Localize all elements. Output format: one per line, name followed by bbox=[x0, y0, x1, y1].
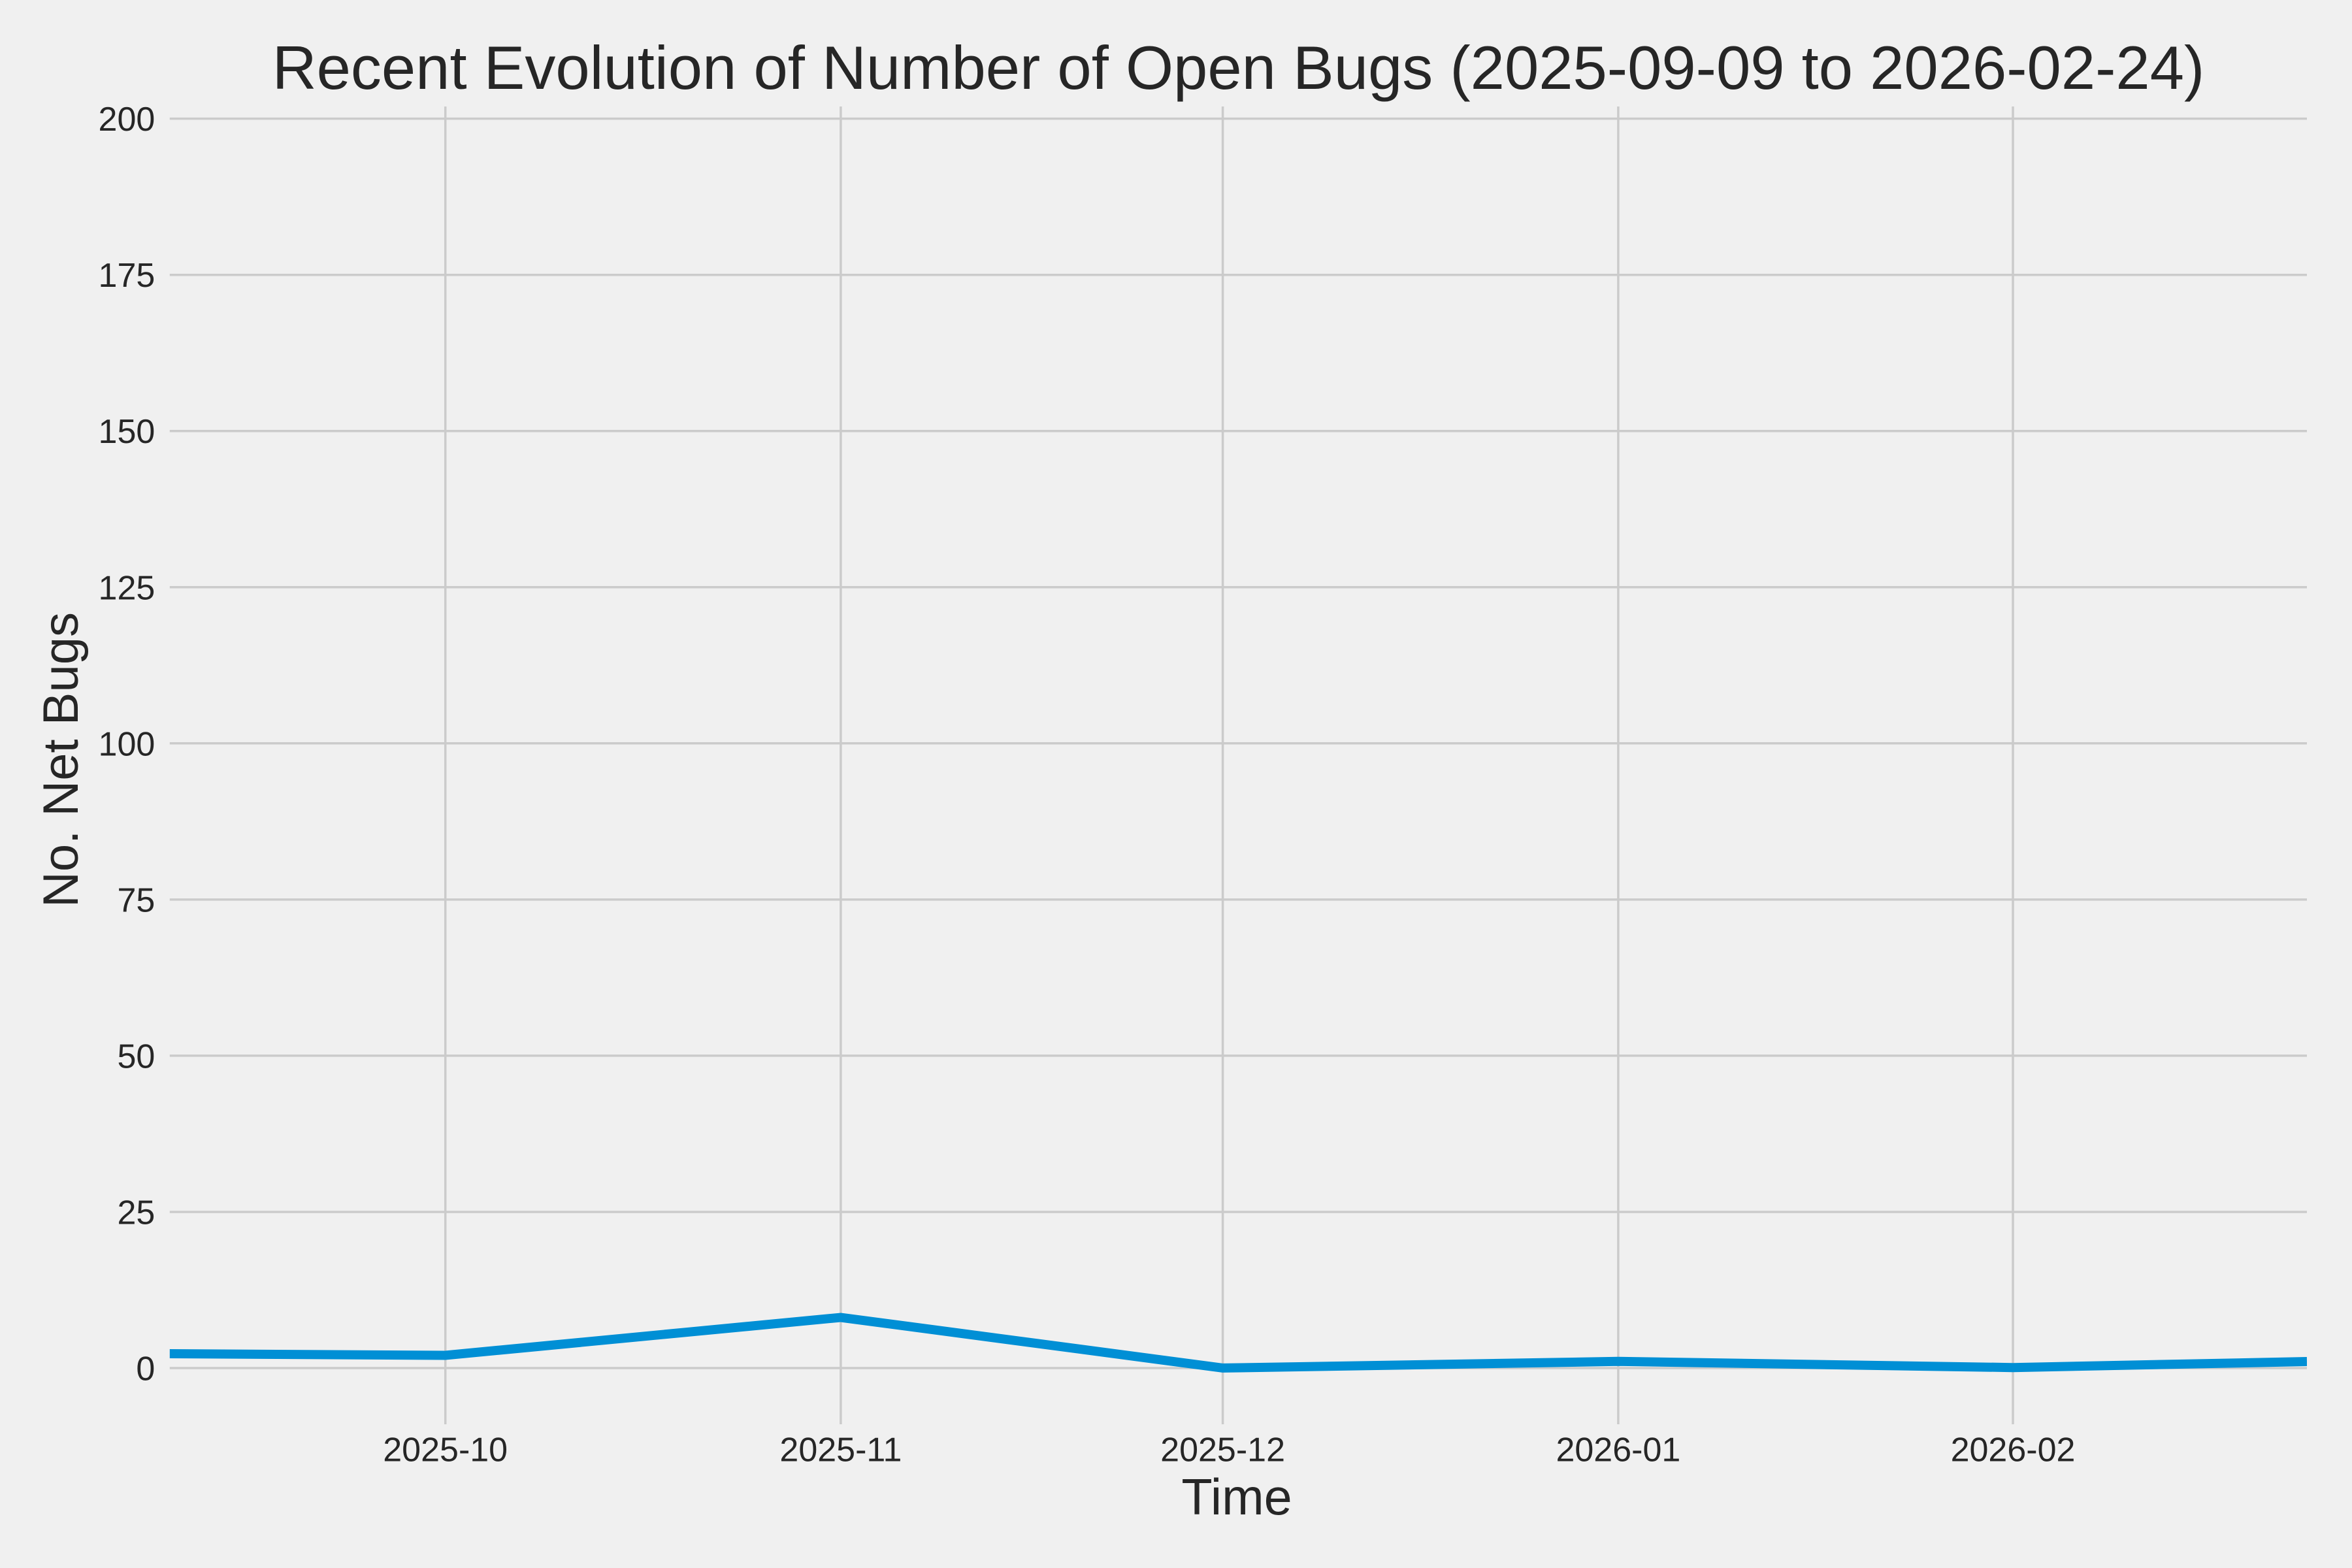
svg-text:125: 125 bbox=[99, 569, 155, 607]
svg-text:200: 200 bbox=[99, 101, 155, 139]
svg-text:100: 100 bbox=[99, 725, 155, 763]
svg-text:75: 75 bbox=[117, 881, 155, 919]
svg-text:175: 175 bbox=[99, 257, 155, 295]
svg-text:150: 150 bbox=[99, 413, 155, 451]
svg-text:50: 50 bbox=[117, 1037, 155, 1075]
svg-text:Recent Evolution of Number of: Recent Evolution of Number of Open Bugs … bbox=[272, 33, 2205, 102]
svg-text:2026-02: 2026-02 bbox=[1951, 1431, 2076, 1469]
svg-text:0: 0 bbox=[136, 1350, 155, 1388]
svg-text:No. Net Bugs: No. Net Bugs bbox=[33, 612, 89, 907]
svg-text:Time: Time bbox=[1181, 1469, 1292, 1526]
svg-text:2025-11: 2025-11 bbox=[779, 1431, 902, 1469]
svg-text:2026-01: 2026-01 bbox=[1556, 1431, 1680, 1469]
svg-text:2025-10: 2025-10 bbox=[383, 1431, 508, 1469]
svg-text:25: 25 bbox=[117, 1194, 155, 1232]
svg-text:2025-12: 2025-12 bbox=[1160, 1431, 1285, 1469]
